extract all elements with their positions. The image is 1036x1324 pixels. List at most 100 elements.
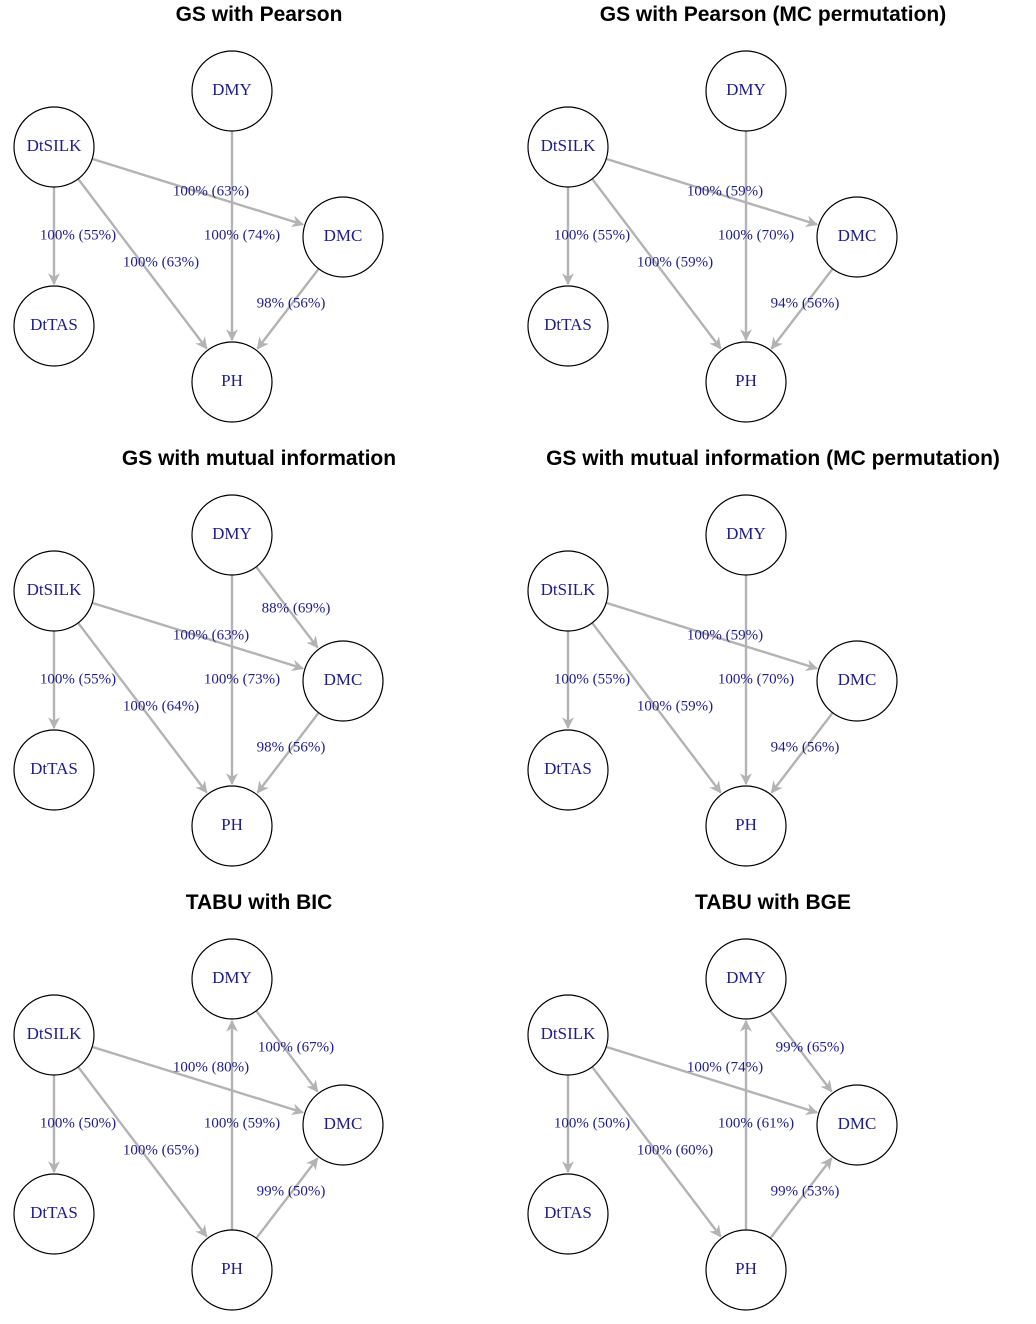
- node-circle: [302, 196, 384, 278]
- node-dmy: DMY: [191, 494, 273, 576]
- edge-label: 100% (74%): [204, 227, 280, 243]
- edge-labels: 100% (59%) 100% (70%) 100% (55%) 100% (59%)…: [554, 627, 839, 755]
- edge-label: 100% (55%): [554, 227, 630, 243]
- node-dmy: DMY: [705, 938, 787, 1020]
- node-dttas: DtTAS: [527, 1173, 609, 1255]
- node-label: DMY: [212, 968, 252, 987]
- panel-gs-mutual-information: GS with mutual information DMY DtSILK DMC D…: [0, 444, 518, 880]
- nodes: DMY DtSILK DMC DtTAS PH: [527, 938, 898, 1311]
- node-label: PH: [221, 815, 243, 834]
- node-dmc: DMC: [302, 640, 384, 722]
- edge-label: 100% (61%): [718, 1115, 794, 1131]
- node-circle: [302, 1084, 384, 1166]
- node-label: DMC: [838, 226, 877, 245]
- edge-dtsilk-to-ph: [591, 622, 722, 794]
- node-ph: PH: [191, 341, 273, 423]
- edge-dmy-to-dmc: [255, 1010, 319, 1093]
- edge-dmc-to-ph: [770, 268, 834, 350]
- edges: [48, 566, 320, 794]
- node-label: PH: [735, 371, 757, 390]
- node-label: DMY: [726, 80, 766, 99]
- edge-label: 100% (63%): [173, 183, 249, 199]
- node-label: DtSILK: [541, 580, 597, 599]
- node-circle: [705, 341, 787, 423]
- node-circle: [705, 494, 787, 576]
- node-dmc: DMC: [816, 1084, 898, 1166]
- node-label: PH: [735, 815, 757, 834]
- node-label: DMC: [838, 670, 877, 689]
- node-circle: [816, 1084, 898, 1166]
- edge-labels: 100% (67%) 100% (80%) 100% (59%) 100% (50%)…: [40, 1039, 334, 1199]
- node-circle: [527, 729, 609, 811]
- node-circle: [191, 50, 273, 132]
- node-circle: [13, 285, 95, 367]
- panel-title: GS with mutual information (MC permutati…: [546, 447, 1000, 470]
- edge-dtsilk-to-dmc: [605, 157, 819, 228]
- edge-label: 100% (65%): [123, 1142, 199, 1158]
- edge-label: 100% (59%): [204, 1115, 280, 1131]
- node-circle: [527, 994, 609, 1076]
- edge-dtsilk-to-ph: [77, 178, 208, 350]
- edge-dmc-to-ph: [256, 268, 320, 350]
- edges: [562, 1010, 833, 1239]
- node-dmy: DMY: [191, 50, 273, 132]
- node-label: DMY: [212, 524, 252, 543]
- edge-label: 99% (50%): [257, 1183, 326, 1199]
- node-label: DtTAS: [30, 759, 78, 778]
- edge-label: 100% (55%): [40, 671, 116, 687]
- edge-label: 100% (50%): [40, 1115, 116, 1131]
- edge-dtsilk-to-dmc: [91, 1045, 305, 1116]
- node-dtsilk: DtSILK: [527, 994, 609, 1076]
- node-label: DtSILK: [541, 1024, 597, 1043]
- node-dttas: DtTAS: [527, 729, 609, 811]
- panel-title: TABU with BGE: [695, 891, 851, 914]
- edge-label: 100% (59%): [687, 627, 763, 643]
- node-dmy: DMY: [705, 494, 787, 576]
- node-dtsilk: DtSILK: [527, 106, 609, 188]
- edge-label: 100% (59%): [687, 183, 763, 199]
- node-dtsilk: DtSILK: [527, 550, 609, 632]
- edge-label: 98% (56%): [257, 739, 326, 755]
- nodes: DMY DtSILK DMC DtTAS PH: [527, 50, 898, 423]
- edge-labels: 88% (69%) 100% (63%) 100% (73%) 100% (55%) 1…: [40, 600, 330, 755]
- edge-label: 98% (56%): [257, 295, 326, 311]
- edge-dtsilk-to-dmc: [91, 601, 305, 672]
- panel-title: TABU with BIC: [185, 891, 333, 914]
- edge-ph-to-dmc: [255, 1157, 319, 1239]
- node-circle: [302, 640, 384, 722]
- node-ph: PH: [191, 785, 273, 867]
- node-dtsilk: DtSILK: [13, 106, 95, 188]
- edge-label: 100% (50%): [554, 1115, 630, 1131]
- edge-dmc-to-ph: [256, 712, 320, 794]
- edge-label: 100% (63%): [173, 627, 249, 643]
- edge-dmy-to-dmc: [255, 566, 319, 649]
- node-ph: PH: [705, 785, 787, 867]
- panel-title: GS with mutual information: [121, 447, 397, 470]
- edge-labels: 100% (59%) 100% (70%) 100% (55%) 100% (59%)…: [554, 183, 839, 311]
- node-dtsilk: DtSILK: [13, 994, 95, 1076]
- node-circle: [191, 938, 273, 1020]
- edge-dmy-to-dmc: [769, 1010, 833, 1093]
- node-dttas: DtTAS: [527, 285, 609, 367]
- node-circle: [191, 494, 273, 576]
- node-dttas: DtTAS: [13, 729, 95, 811]
- node-circle: [13, 106, 95, 188]
- node-ph: PH: [705, 341, 787, 423]
- node-circle: [705, 785, 787, 867]
- edge-label: 99% (65%): [776, 1039, 845, 1055]
- edge-label: 94% (56%): [771, 295, 840, 311]
- panel-title: GS with Pearson (MC permutation): [599, 3, 947, 26]
- node-dttas: DtTAS: [13, 285, 95, 367]
- edge-dtsilk-to-ph: [77, 622, 208, 794]
- edge-label: 100% (60%): [637, 1142, 713, 1158]
- edge-labels: 100% (63%) 100% (74%) 100% (55%) 100% (63%)…: [40, 183, 325, 311]
- node-label: DtTAS: [30, 315, 78, 334]
- edge-dtsilk-to-ph: [591, 1066, 722, 1238]
- panel-tabu-bic: TABU with BIC DMY DtSILK DMC DtTAS PH 100% (6…: [0, 888, 518, 1324]
- nodes: DMY DtSILK DMC DtTAS PH: [13, 938, 384, 1311]
- edge-dtsilk-to-ph: [77, 1066, 208, 1238]
- node-circle: [191, 785, 273, 867]
- node-dttas: DtTAS: [13, 1173, 95, 1255]
